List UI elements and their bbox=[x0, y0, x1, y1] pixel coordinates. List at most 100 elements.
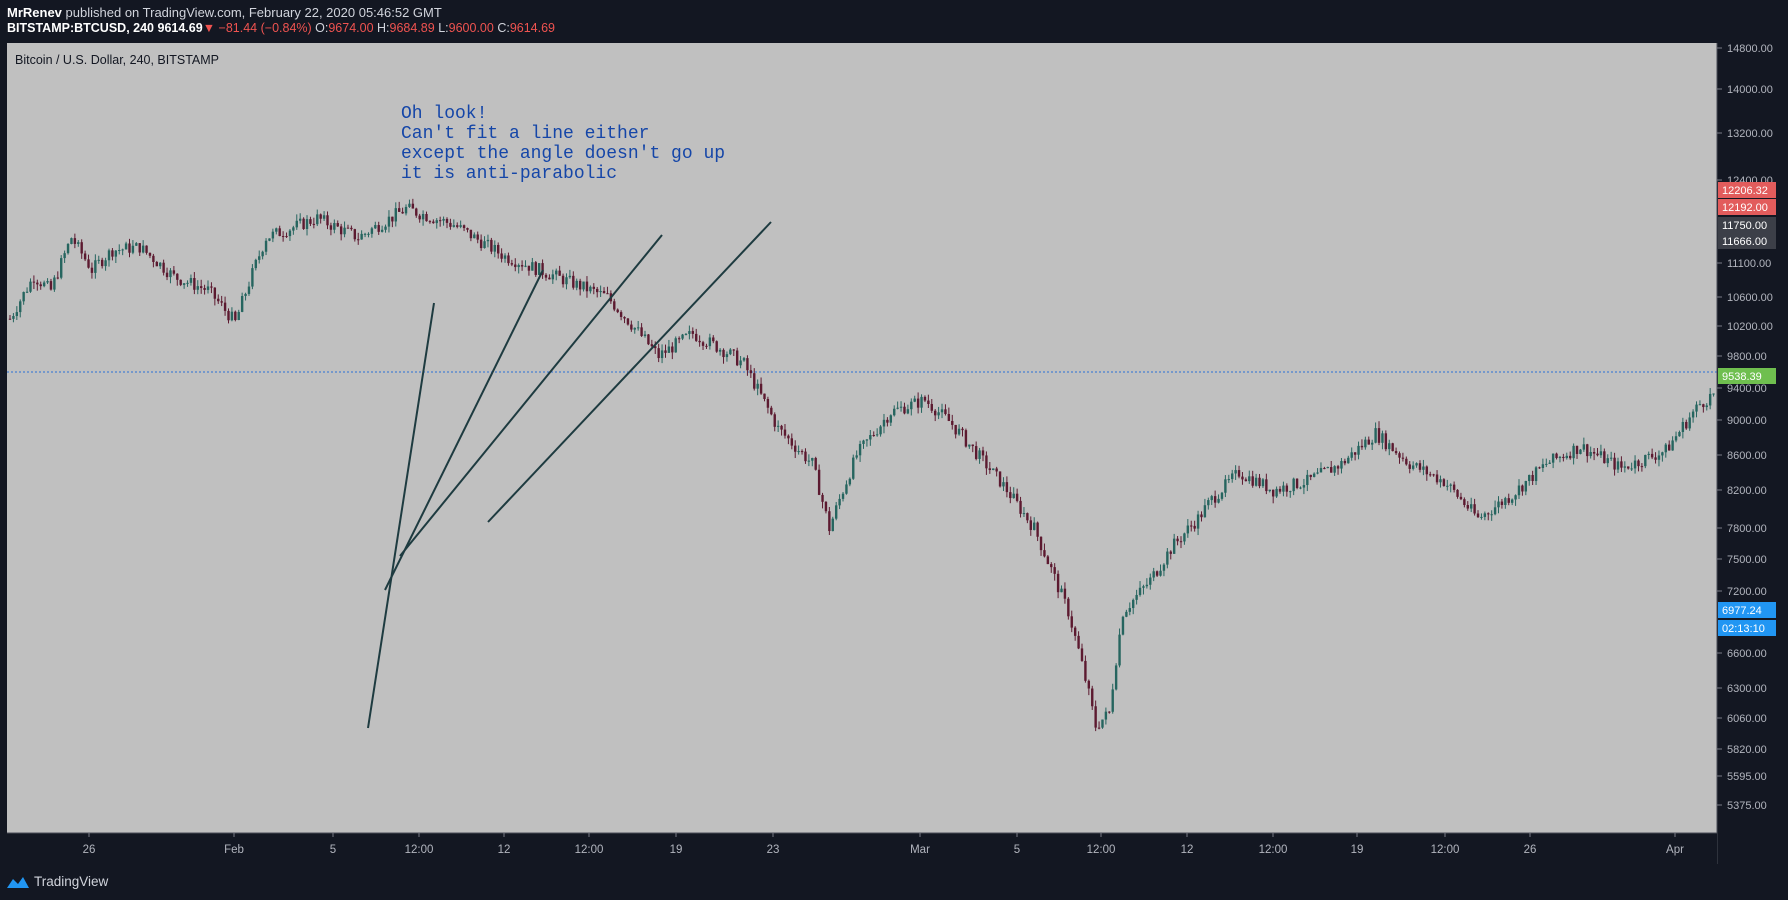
candle bbox=[626, 318, 630, 326]
candle bbox=[913, 395, 916, 403]
svg-text:11666.00: 11666.00 bbox=[1722, 236, 1767, 248]
candle bbox=[940, 403, 944, 419]
candle bbox=[1394, 447, 1398, 455]
candle bbox=[534, 260, 537, 277]
candle bbox=[1268, 489, 1271, 493]
candle bbox=[1439, 475, 1442, 488]
candle bbox=[1695, 401, 1698, 418]
candle bbox=[1572, 443, 1575, 465]
candle bbox=[1353, 452, 1357, 461]
candle bbox=[83, 250, 87, 262]
candle bbox=[1217, 494, 1220, 504]
candle bbox=[1114, 663, 1118, 691]
tradingview-logo-icon[interactable] bbox=[6, 875, 30, 889]
candle bbox=[930, 399, 933, 414]
candle bbox=[869, 429, 872, 446]
candle bbox=[415, 207, 418, 218]
candle bbox=[763, 393, 766, 402]
last-price: 9614.69 bbox=[157, 21, 203, 35]
price-badge: 12206.32 bbox=[1718, 182, 1776, 198]
price-tick-label: 5595.00 bbox=[1727, 771, 1767, 783]
price-badge: 02:13:10 bbox=[1718, 620, 1776, 636]
candle bbox=[172, 266, 176, 276]
candle bbox=[425, 211, 428, 222]
candle bbox=[380, 225, 384, 233]
candle bbox=[1186, 519, 1190, 538]
trendlines[interactable] bbox=[367, 221, 772, 729]
trendline-3[interactable] bbox=[399, 234, 663, 557]
candle bbox=[735, 347, 739, 367]
candle bbox=[1688, 412, 1691, 431]
time-tick-label: 12:00 bbox=[1259, 844, 1288, 856]
candle bbox=[131, 240, 135, 255]
candle bbox=[650, 339, 654, 348]
trendline-4[interactable] bbox=[487, 221, 772, 523]
candle bbox=[1401, 452, 1405, 462]
time-scale[interactable] bbox=[7, 833, 1717, 864]
candle bbox=[182, 283, 186, 289]
annotation-line: Can't fit a line either bbox=[401, 124, 649, 144]
candle bbox=[217, 294, 220, 304]
candle bbox=[1613, 452, 1616, 476]
candle bbox=[558, 265, 561, 276]
candle bbox=[821, 492, 824, 509]
candle bbox=[25, 287, 29, 294]
trendline-1[interactable] bbox=[367, 302, 435, 729]
candle bbox=[56, 271, 59, 280]
candle bbox=[8, 314, 12, 320]
price-scale[interactable] bbox=[1717, 43, 1788, 864]
candle bbox=[1299, 486, 1302, 490]
annotation-line: it is anti-parabolic bbox=[401, 164, 617, 184]
candle bbox=[838, 494, 841, 510]
candle bbox=[155, 260, 159, 267]
candle bbox=[1271, 489, 1275, 504]
author-name[interactable]: MrRenev bbox=[7, 5, 62, 20]
annotation-line: except the angle doesn't go up bbox=[401, 144, 725, 164]
candle bbox=[295, 214, 298, 230]
candle bbox=[964, 428, 968, 448]
candle bbox=[824, 501, 828, 514]
candle bbox=[776, 420, 780, 433]
candle bbox=[722, 348, 725, 364]
candle bbox=[1125, 609, 1128, 618]
candle bbox=[657, 343, 660, 363]
price-tick-label: 14000.00 bbox=[1727, 84, 1773, 96]
candle bbox=[370, 226, 374, 238]
candle bbox=[1138, 581, 1142, 597]
candle bbox=[889, 414, 893, 427]
price-tick-label: 5375.00 bbox=[1727, 800, 1767, 812]
candle bbox=[858, 440, 862, 462]
price-tick-label: 8600.00 bbox=[1727, 450, 1767, 462]
candle bbox=[466, 227, 469, 233]
time-tick-label: Mar bbox=[910, 844, 930, 856]
candle bbox=[288, 229, 292, 241]
candle bbox=[616, 308, 619, 314]
candle bbox=[1319, 462, 1323, 473]
candle bbox=[1323, 466, 1326, 470]
candle bbox=[1422, 459, 1425, 476]
candle bbox=[1374, 422, 1377, 444]
candle bbox=[1555, 452, 1558, 460]
candle bbox=[845, 480, 848, 495]
candle bbox=[903, 402, 906, 415]
candle bbox=[152, 253, 155, 268]
candle bbox=[53, 275, 56, 292]
candle bbox=[862, 439, 865, 449]
candle bbox=[1149, 573, 1152, 590]
candle bbox=[1056, 570, 1060, 599]
tradingview-brand[interactable]: TradingView bbox=[34, 874, 109, 889]
candle bbox=[1159, 564, 1162, 577]
trendline-2[interactable] bbox=[384, 269, 544, 591]
candle bbox=[1036, 521, 1039, 542]
plot-area[interactable] bbox=[7, 43, 1717, 833]
candle bbox=[1398, 451, 1401, 464]
candle bbox=[1586, 443, 1589, 463]
time-tick-label: 12:00 bbox=[1431, 844, 1460, 856]
candle bbox=[309, 216, 312, 227]
candle bbox=[32, 275, 36, 290]
symbol-label[interactable]: BITSTAMP:BTCUSD, 240 bbox=[7, 21, 155, 35]
candle bbox=[1091, 685, 1094, 710]
candle bbox=[247, 281, 251, 296]
